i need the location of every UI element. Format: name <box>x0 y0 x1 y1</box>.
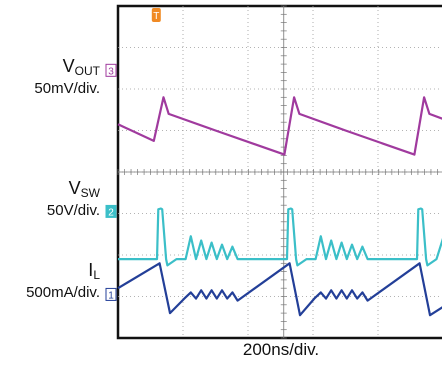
trace-il <box>117 262 442 317</box>
channel-markers: 3 2 1 T <box>105 8 161 301</box>
channel-2-marker-box <box>105 204 117 218</box>
il-subscript: L <box>93 268 100 282</box>
vsw-scale: 50V/div. <box>46 202 100 219</box>
channel-2-marker-text: 2 <box>108 207 114 218</box>
trigger-marker: T <box>151 8 161 22</box>
timebase-label: 200ns/div. <box>242 340 320 359</box>
trace-vout <box>117 96 442 156</box>
channel-1-marker: 1 <box>105 287 117 301</box>
vout-scale: 50mV/div. <box>34 80 100 97</box>
channel-3-marker-text: 3 <box>108 66 114 77</box>
traces <box>117 96 442 317</box>
grid <box>117 5 442 339</box>
trigger-marker-box <box>151 8 161 22</box>
il-symbol: I <box>88 260 94 280</box>
vout-subscript: OUT <box>74 64 100 78</box>
channel-1-marker-text: 1 <box>108 290 114 301</box>
vsw-subscript: SW <box>80 186 100 200</box>
channel-3-marker: 3 <box>105 63 117 77</box>
vout-label: VOUT 50mV/div. <box>34 56 100 97</box>
vsw-symbol: V <box>68 178 81 198</box>
vsw-label: VSW 50V/div. <box>46 178 100 219</box>
channel-3-marker-box <box>105 63 117 77</box>
trace-vsw <box>118 207 442 267</box>
il-scale: 500mA/div. <box>26 284 100 301</box>
channel-2-marker: 2 <box>105 204 117 218</box>
trigger-marker-text: T <box>153 11 159 22</box>
vout-symbol: V <box>62 56 75 76</box>
il-label: IL 500mA/div. <box>26 260 100 301</box>
channel-1-marker-box <box>105 287 117 301</box>
